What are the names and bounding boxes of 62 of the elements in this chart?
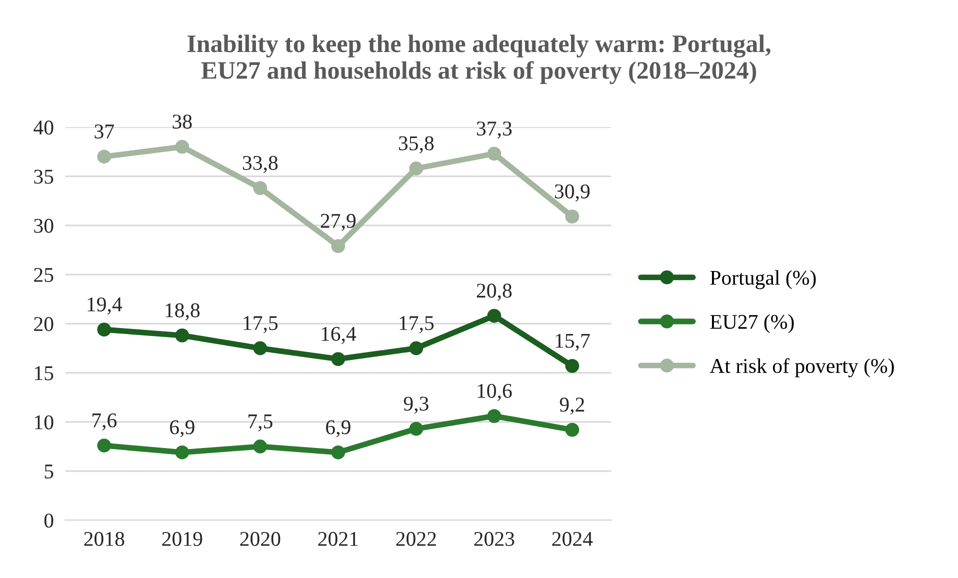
legend-label: At risk of poverty (%) (710, 358, 894, 378)
x-tick-label: 2021 (318, 532, 358, 546)
data-label: 37 (94, 124, 114, 139)
data-label: 16,4 (322, 326, 356, 344)
y-tick-label: 15 (35, 366, 54, 380)
data-label: 15,7 (556, 334, 590, 351)
y-tick-label: 25 (34, 268, 54, 282)
y-tick-label: 5 (44, 464, 54, 479)
data-label: 37,3 (476, 122, 512, 139)
point (409, 422, 424, 436)
point (175, 140, 190, 154)
y-tick-label: 35 (34, 170, 54, 184)
y-tick-label: 40 (34, 120, 54, 135)
point (175, 445, 190, 460)
data-label: 9,2 (560, 398, 584, 415)
x-tick-label: 2023 (474, 532, 514, 546)
point (409, 341, 424, 356)
x-tick-label: 2018 (84, 532, 124, 546)
data-label: 20,8 (476, 284, 512, 301)
x-tick-label: 2020 (240, 532, 280, 546)
data-label: 9,3 (404, 396, 428, 414)
point (175, 328, 190, 342)
point (565, 358, 580, 373)
point (97, 438, 112, 452)
point (487, 146, 502, 161)
data-label: 6,9 (326, 420, 350, 438)
data-label: 35,8 (398, 136, 434, 154)
point (331, 239, 346, 253)
point (565, 210, 580, 224)
data-label: 17,5 (244, 316, 278, 334)
y-tick-label: 0 (44, 514, 54, 528)
point (565, 422, 580, 437)
point (253, 341, 268, 356)
chart-title: Inability to keep the home adequately warm: Portugal, EU27 and households at risk of poverty (2018–2024) (188, 34, 770, 84)
data-label: 6,9 (170, 420, 194, 438)
data-label: 17,5 (400, 316, 434, 334)
point (97, 150, 112, 164)
point (97, 322, 112, 337)
data-label: 33,8 (242, 156, 278, 173)
point (331, 445, 346, 460)
point (409, 161, 424, 176)
point (253, 440, 268, 454)
point (487, 308, 502, 323)
data-label: 7,6 (92, 413, 117, 430)
y-tick-label: 10 (35, 415, 54, 430)
data-label: 18,8 (166, 303, 200, 320)
legend-label: Portugal (%) (710, 270, 816, 290)
data-label: 27,9 (320, 214, 356, 231)
legend-label: EU27 (%) (710, 314, 794, 334)
x-tick-label: 2019 (162, 532, 202, 546)
data-label: 10,6 (478, 384, 512, 401)
y-tick-label: 30 (34, 218, 54, 233)
point (253, 181, 268, 196)
data-label: 7,5 (248, 414, 272, 432)
data-label: 30,9 (554, 184, 590, 202)
x-tick-label: 2024 (552, 532, 593, 546)
x-tick-label: 2022 (396, 532, 436, 546)
y-tick-label: 20 (34, 317, 54, 332)
point (331, 352, 346, 366)
data-label: 38 (172, 114, 192, 129)
point (487, 409, 502, 423)
data-label: 19,4 (88, 297, 122, 314)
